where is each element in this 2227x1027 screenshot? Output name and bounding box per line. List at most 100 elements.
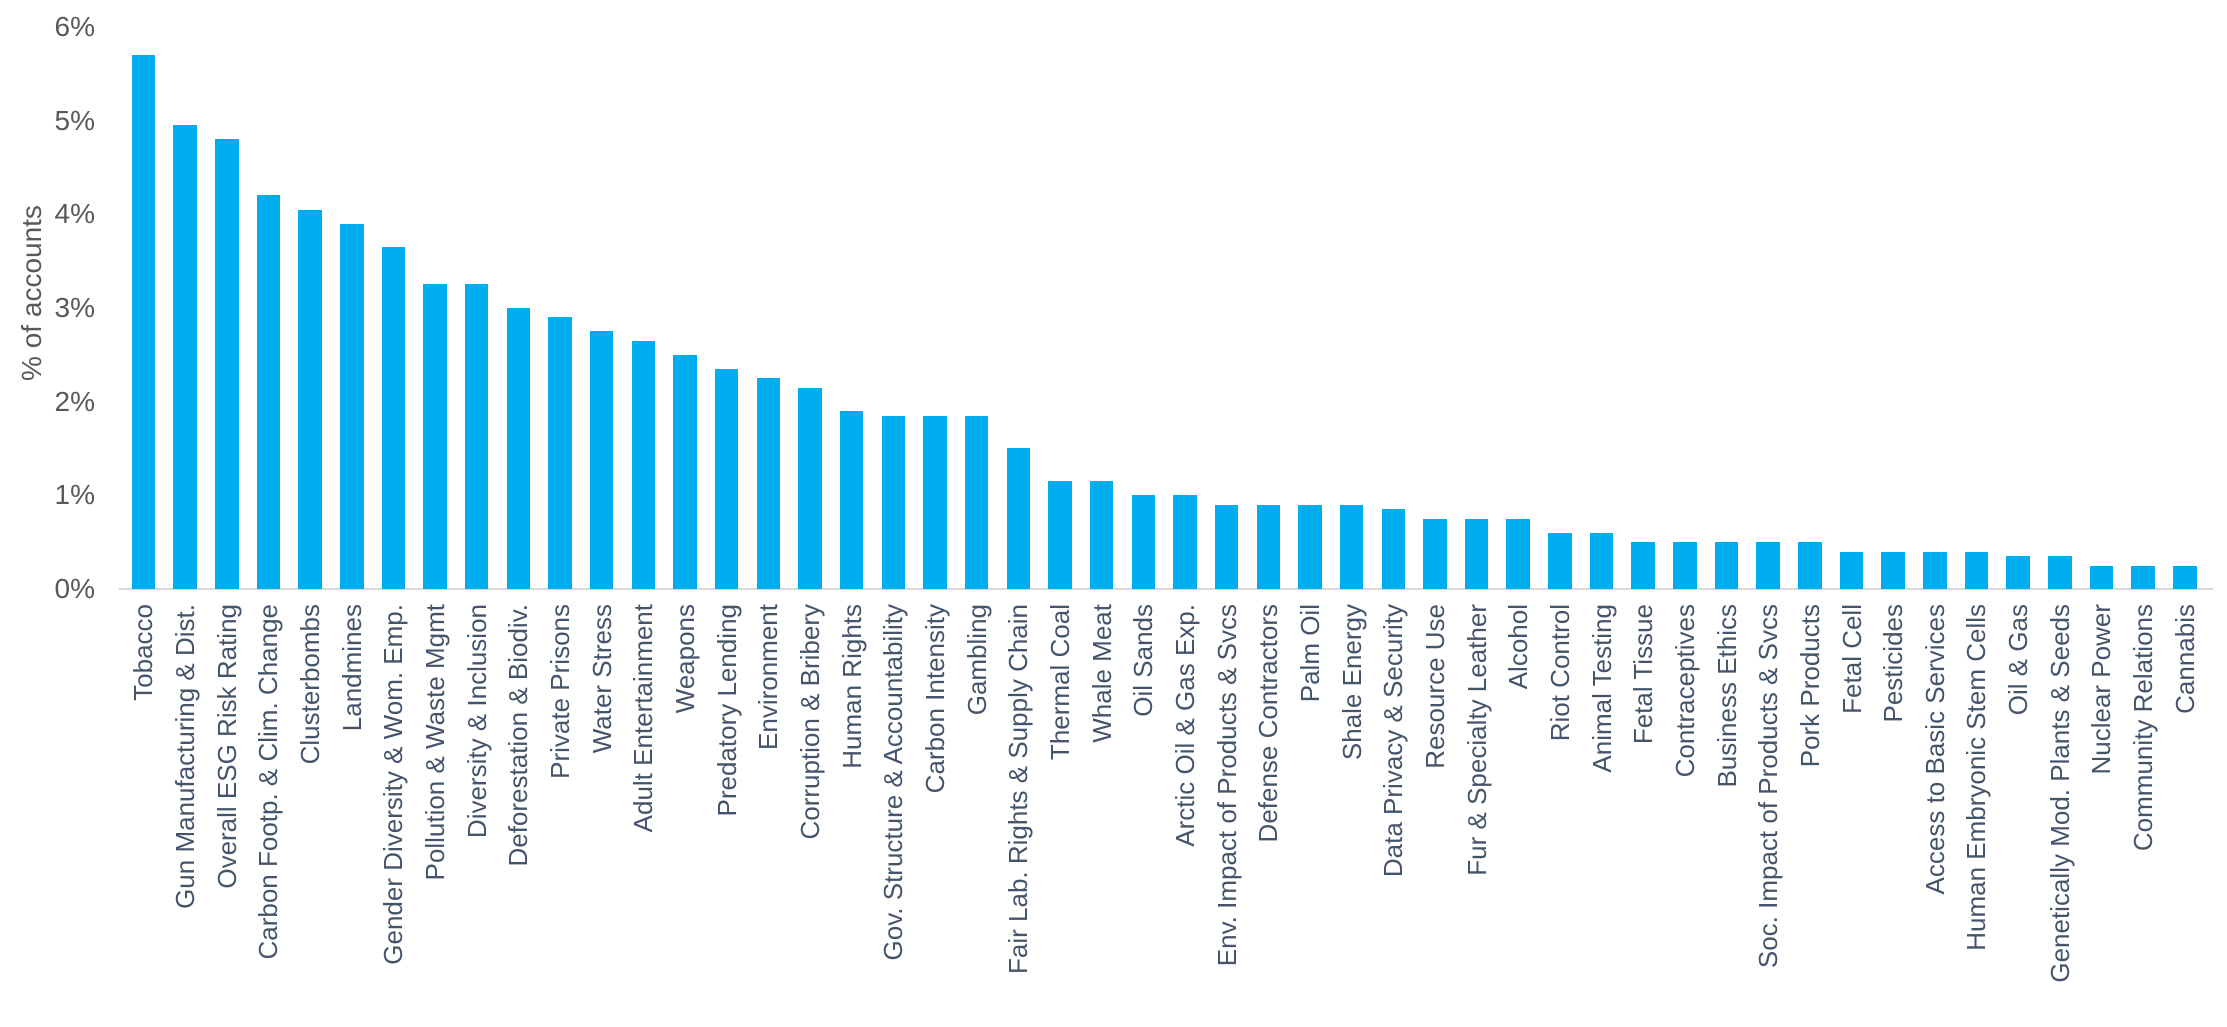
x-tick-label: Contraceptives — [1669, 604, 1700, 778]
x-tick-label: Fair Lab. Rights & Supply Chain — [1003, 604, 1034, 974]
bar — [173, 125, 197, 589]
y-tick-label: 4% — [54, 198, 95, 230]
x-tick-label: Cannabis — [2169, 604, 2200, 714]
x-tick-label: Pork Products — [1794, 604, 1825, 768]
x-tick-label: Adult Entertainment — [628, 604, 659, 833]
x-tick-label: Resource Use — [1419, 604, 1450, 769]
bar — [1756, 542, 1780, 589]
x-tick-label: Private Prisons — [545, 604, 576, 779]
x-tick-label: Data Privacy & Security — [1378, 604, 1409, 878]
bar — [1006, 448, 1031, 589]
x-tick-label: Animal Testing — [1586, 604, 1617, 773]
x-tick-label: Overall ESG Risk Rating — [211, 604, 242, 889]
x-tick-label: Pollution & Waste Mgmt — [420, 604, 451, 881]
x-tick-label: Tobacco — [128, 604, 159, 701]
bar — [964, 415, 989, 589]
x-tick-label: Thermal Coal — [1044, 604, 1075, 761]
x-tick-label: Fur & Specialty Leather — [1461, 604, 1492, 876]
x-tick-label: Deforestation & Biodiv. — [503, 604, 534, 867]
x-tick-label: Pesticides — [1878, 604, 1909, 723]
x-tick-label: Landmines — [336, 604, 367, 732]
bar — [1089, 481, 1114, 589]
bar — [2048, 556, 2072, 589]
x-tick-label: Arctic Oil & Gas Exp. — [1169, 604, 1200, 847]
bar — [2089, 565, 2114, 589]
bar — [1964, 551, 1989, 589]
bar — [381, 246, 406, 589]
bar — [881, 415, 906, 589]
x-tick-label: Defense Contractors — [1253, 604, 1284, 843]
bar — [464, 284, 489, 589]
x-tick-label: Access to Basic Services — [1919, 604, 1950, 895]
bar — [1923, 551, 1947, 589]
bar — [131, 54, 156, 589]
x-tick-label: Weapons — [670, 604, 701, 714]
x-tick-label: Genetically Mod. Plants & Seeds — [2044, 604, 2075, 983]
x-tick-label: Whale Meat — [1086, 604, 1117, 743]
bar — [673, 354, 697, 589]
x-tick-label: Diversity & Inclusion — [461, 604, 492, 839]
bar — [1423, 518, 1447, 589]
bar — [423, 284, 447, 589]
x-tick-label: Environment — [753, 604, 784, 750]
bar — [1298, 504, 1322, 589]
x-tick-label: Env. Impact of Products & Svcs — [1211, 604, 1242, 967]
x-tick-label: Gun Manufacturing & Dist. — [170, 604, 201, 909]
bar — [1339, 504, 1364, 589]
bar — [1589, 532, 1614, 589]
x-tick-label: Carbon Footp. & Clim. Change — [253, 604, 284, 960]
x-tick-label: Gambling — [961, 604, 992, 716]
x-tick-label: Clusterbombs — [295, 604, 326, 765]
bar — [340, 223, 364, 589]
bar — [2006, 556, 2030, 589]
bar — [1714, 542, 1739, 589]
bar — [714, 368, 739, 589]
x-tick-label: Riot Control — [1544, 604, 1575, 742]
x-tick-label: Fetal Cell — [1836, 604, 1867, 714]
y-tick-label: 5% — [54, 104, 95, 136]
bar — [923, 415, 947, 589]
bar — [589, 331, 614, 589]
y-tick-label: 1% — [54, 479, 95, 511]
bar — [1798, 542, 1822, 589]
bar — [1631, 542, 1655, 589]
bar — [756, 378, 781, 589]
y-tick-label: 3% — [54, 291, 95, 323]
x-tick-label: Gov. Structure & Accountability — [878, 604, 909, 961]
x-tick-label: Water Stress — [586, 604, 617, 754]
bar — [1048, 481, 1072, 589]
x-axis-line — [119, 588, 2213, 590]
bar — [2173, 565, 2197, 589]
bar — [1506, 518, 1530, 589]
bar — [256, 195, 281, 589]
bar — [1464, 518, 1489, 589]
bar — [215, 139, 239, 589]
x-tick-label: Human Rights — [836, 604, 867, 769]
bar — [839, 410, 864, 589]
x-tick-label: Fetal Tissue — [1628, 604, 1659, 745]
bar — [1548, 532, 1572, 589]
bar — [506, 307, 531, 589]
x-tick-label: Carbon Intensity — [919, 604, 950, 794]
y-tick-label: 0% — [54, 573, 95, 604]
x-tick-label: Shale Energy — [1336, 604, 1367, 761]
x-tick-label: Oil & Gas — [2003, 604, 2034, 716]
bar — [548, 317, 572, 589]
x-tick-label: Human Embryonic Stem Cells — [1961, 604, 1992, 951]
bar — [1673, 542, 1697, 589]
x-tick-label: Gender Diversity & Wom. Emp. — [378, 604, 409, 965]
bar — [2131, 565, 2155, 589]
bar — [1214, 504, 1239, 589]
bar — [1381, 509, 1405, 589]
bar — [631, 340, 656, 589]
bar — [1256, 504, 1281, 589]
bar — [1881, 551, 1905, 589]
bar — [1131, 495, 1156, 589]
x-tick-label: Alcohol — [1503, 604, 1534, 690]
bar — [298, 209, 322, 589]
bar — [1173, 495, 1197, 589]
x-tick-label: Oil Sands — [1128, 604, 1159, 717]
x-tick-label: Corruption & Bribery — [795, 604, 825, 840]
y-tick-label: 6% — [54, 10, 95, 42]
